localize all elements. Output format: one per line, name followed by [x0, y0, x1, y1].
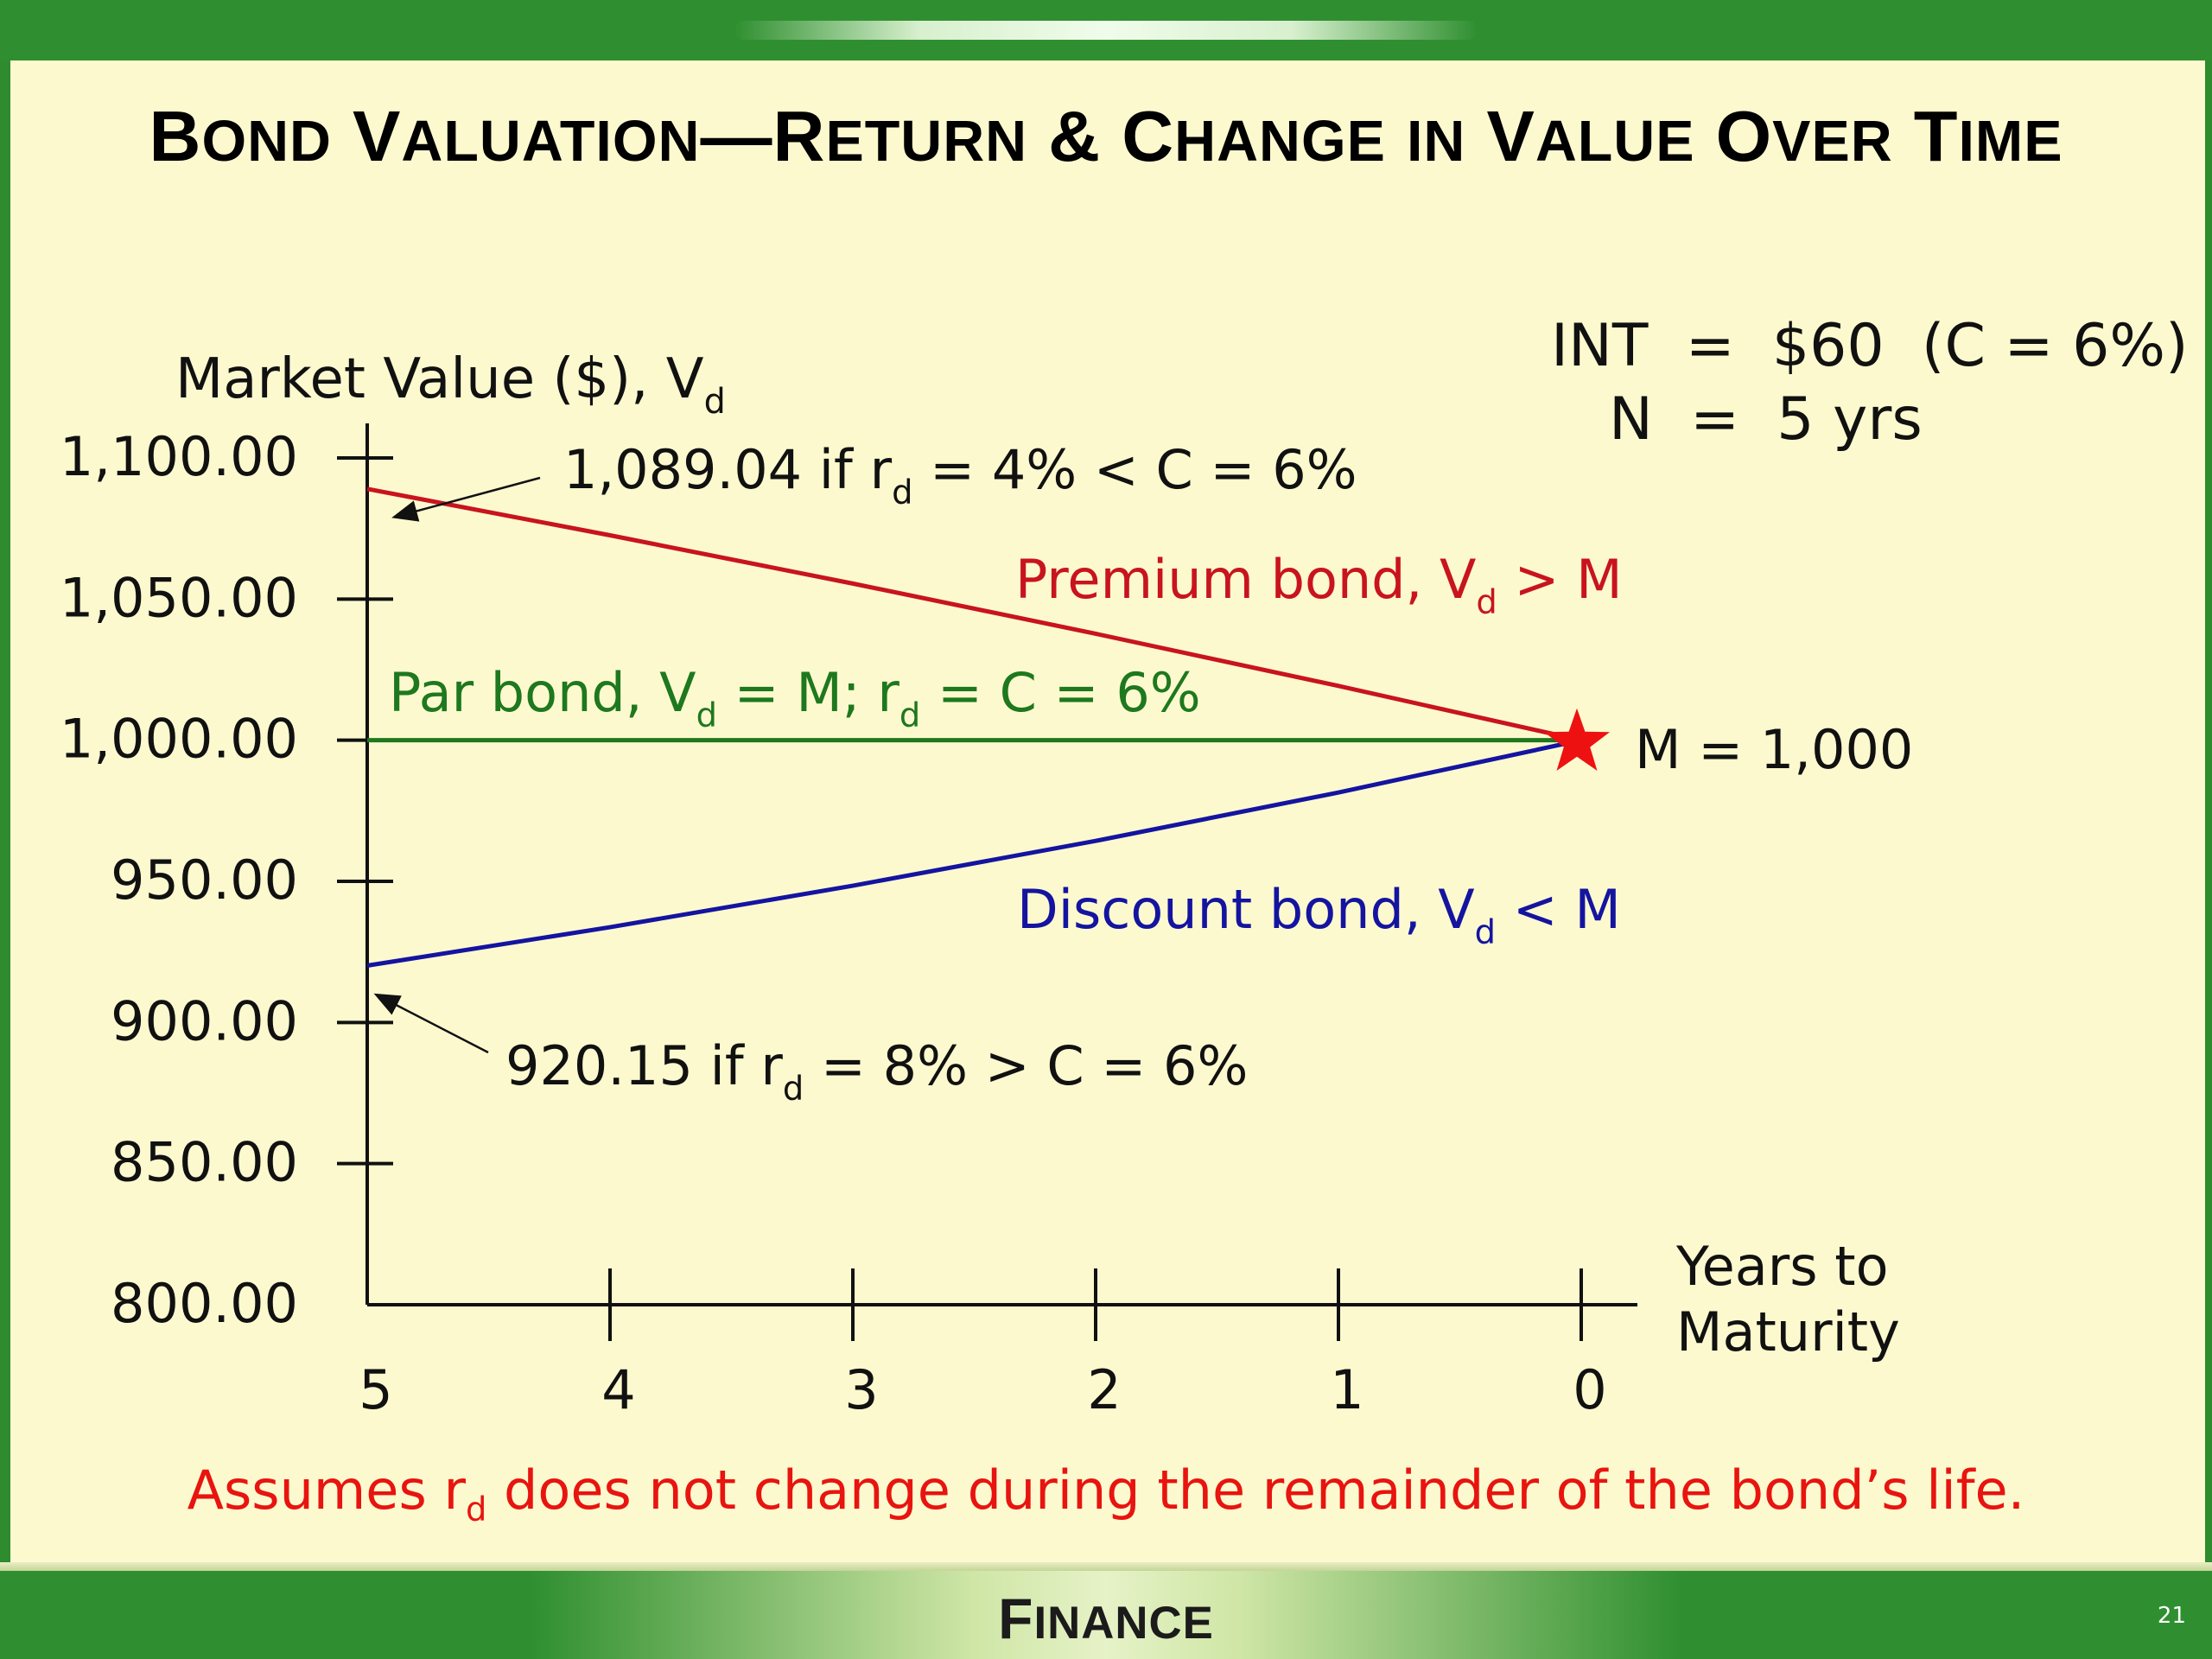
x-axis-title-line1: Years to — [1675, 1235, 1889, 1298]
x-tick-label: 0 — [1573, 1358, 1606, 1421]
page-number: 21 — [2157, 1603, 2186, 1629]
x-tick-label: 2 — [1087, 1358, 1121, 1421]
x-tick-label: 1 — [1330, 1358, 1363, 1421]
top-banner-highlight — [734, 21, 1478, 40]
par-bond-label: Par bond, Vd = M; rd = C = 6% — [389, 661, 1201, 734]
x-axis-title-line2: Maturity — [1676, 1300, 1900, 1363]
maturity-star-icon — [1544, 708, 1610, 771]
n-assumption: N = 5 yrs — [1609, 385, 1923, 454]
note-text-end: does not change during the remainder of … — [486, 1459, 2025, 1522]
discount-start-arrow — [373, 993, 489, 1054]
y-tick-label: 850.00 — [111, 1131, 298, 1194]
premium-start-annotation: 1,089.04 if rd = 4% < C = 6% — [563, 438, 1357, 512]
discount-bond-line — [366, 738, 1582, 968]
premium-bond-line — [366, 486, 1582, 743]
y-axis-title: Market Value ($), Vd — [175, 347, 726, 422]
y-tick-label: 1,050.00 — [60, 566, 298, 629]
y-tick-label: 900.00 — [111, 989, 298, 1052]
y-tick-label: 950.00 — [111, 849, 298, 912]
x-tick-label: 4 — [601, 1358, 635, 1421]
y-tick-label: 1,000.00 — [60, 708, 298, 771]
discount-start-annotation: 920.15 if rd = 8% > C = 6% — [505, 1034, 1248, 1108]
assumption-note: Assumes rd does not change during the re… — [0, 1459, 2212, 1529]
maturity-value-label: M = 1,000 — [1635, 718, 1913, 781]
x-tick-label: 3 — [844, 1358, 878, 1421]
note-subscript: d — [465, 1490, 487, 1529]
footer-bar — [0, 1571, 2212, 1659]
panel-bottom-edge — [0, 1562, 2212, 1573]
y-tick-label: 1,100.00 — [60, 425, 298, 488]
y-tick-label: 800.00 — [111, 1272, 298, 1335]
premium-bond-label: Premium bond, Vd > M — [1015, 548, 1623, 621]
x-tick-label: 5 — [359, 1358, 392, 1421]
footer-label: FINANCE — [998, 1586, 1214, 1650]
slide-title: BOND VALUATION—RETURN & CHANGE IN VALUE … — [149, 96, 2063, 176]
note-text-start: Assumes r — [187, 1459, 466, 1522]
content-panel — [10, 60, 2205, 1568]
premium-start-arrow — [391, 476, 541, 522]
top-banner — [0, 0, 2212, 60]
discount-bond-label: Discount bond, Vd < M — [1017, 878, 1621, 951]
int-assumption: INT = $60 (C = 6%) — [1551, 312, 2189, 380]
